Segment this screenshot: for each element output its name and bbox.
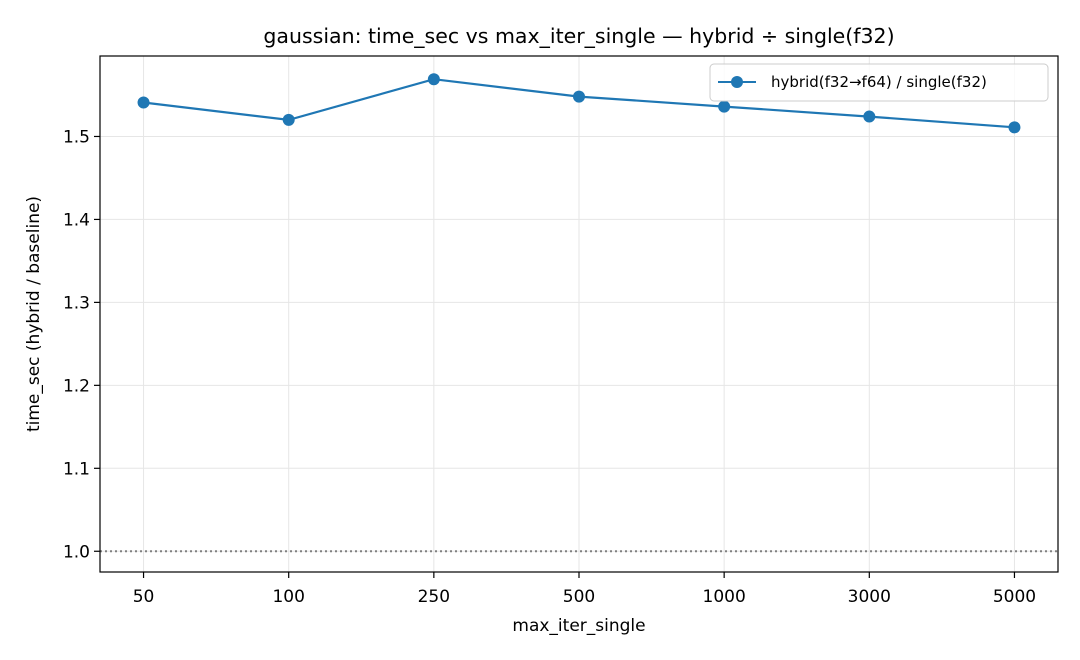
x-axis: 50 100 250 500 1000 3000 5000 — [133, 572, 1036, 607]
y-tick-label: 1.4 — [63, 210, 90, 230]
y-tick-label: 1.1 — [63, 459, 90, 479]
data-point — [573, 90, 585, 103]
y-tick-label: 1.2 — [63, 376, 90, 396]
y-tick-label: 1.5 — [63, 127, 90, 147]
x-tick-label: 50 — [133, 587, 155, 607]
plot-area — [99, 55, 1059, 573]
x-tick-label: 100 — [272, 587, 304, 607]
data-point — [137, 96, 150, 109]
y-tick-label: 1.3 — [63, 293, 90, 313]
x-tick-label: 3000 — [848, 587, 891, 607]
y-axis: 1.0 1.1 1.2 1.3 1.4 1.5 — [63, 127, 100, 562]
x-tick-label: 250 — [418, 587, 450, 607]
legend: hybrid(f32→f64) / single(f32) — [709, 63, 1049, 102]
x-gridlines — [143, 56, 1015, 572]
x-tick-label: 5000 — [993, 587, 1036, 607]
x-axis-label: max_iter_single — [512, 616, 645, 636]
y-axis-label: time_sec (hybrid / baseline) — [24, 196, 44, 432]
y-gridlines — [100, 135, 1058, 552]
data-point — [282, 113, 295, 126]
legend-box — [709, 63, 1049, 102]
legend-marker-swatch — [731, 76, 743, 88]
y-tick-label: 1.0 — [63, 542, 90, 562]
data-point — [1008, 121, 1021, 134]
data-point — [863, 110, 876, 123]
data-point — [427, 73, 440, 86]
x-tick-label: 1000 — [703, 587, 746, 607]
legend-entry-label: hybrid(f32→f64) / single(f32) — [771, 73, 987, 91]
data-point — [718, 100, 731, 113]
series-markers — [137, 73, 1021, 134]
x-tick-label: 500 — [563, 587, 595, 607]
chart-title: gaussian: time_sec vs max_iter_single — … — [263, 24, 894, 49]
